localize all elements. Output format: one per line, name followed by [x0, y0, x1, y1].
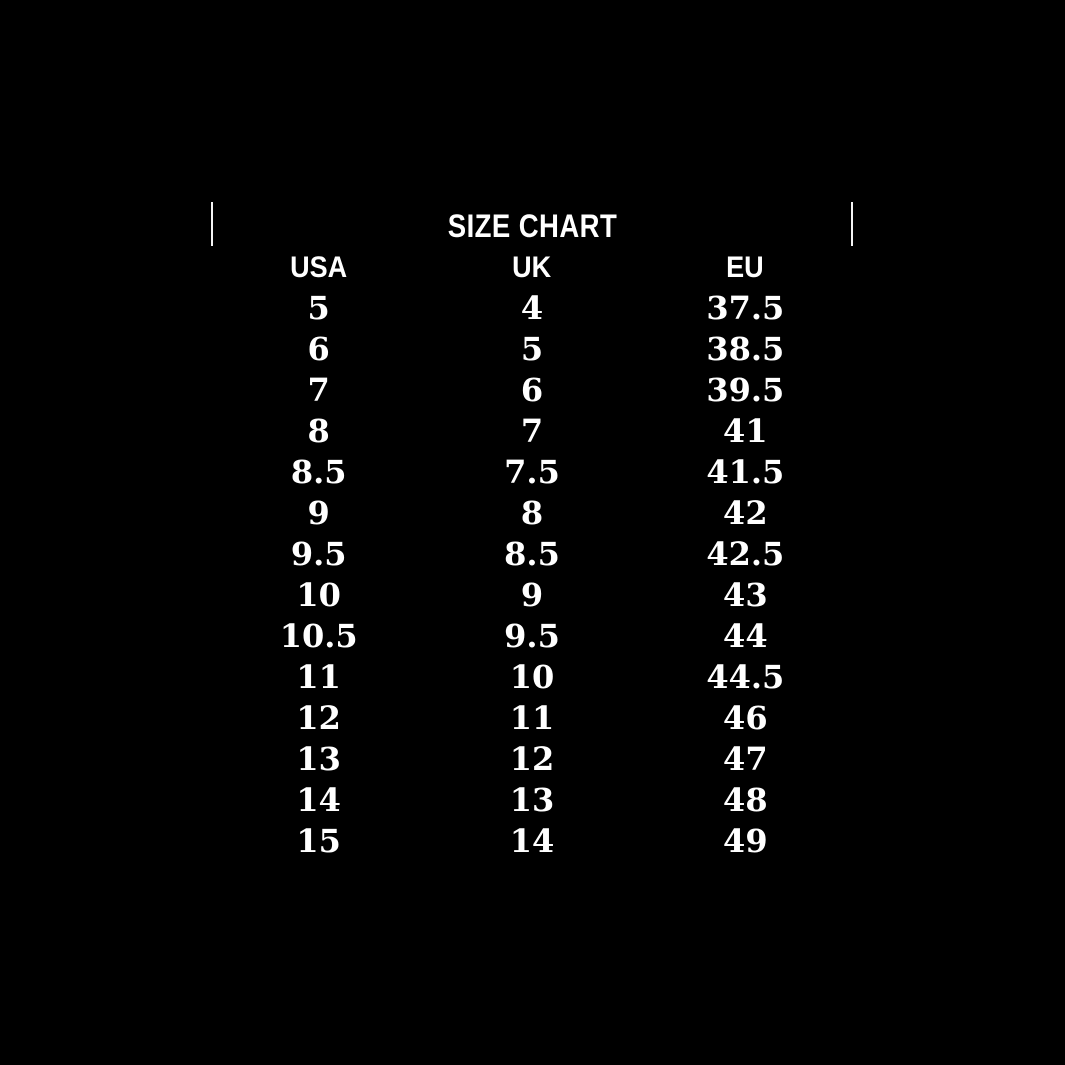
- chart-title-text: SIZE CHART: [447, 208, 617, 244]
- size-cell: 42: [723, 494, 768, 532]
- size-cell: 13: [509, 781, 555, 819]
- size-cell: 8.5: [290, 453, 347, 491]
- size-cell: 12: [509, 740, 555, 778]
- size-cell: 8: [520, 494, 544, 532]
- size-cell: 10: [296, 576, 341, 614]
- size-cell: 6: [307, 330, 330, 368]
- size-cell: 11: [509, 699, 555, 737]
- size-cell: 7: [307, 371, 330, 409]
- table-row: 12 11 46: [212, 698, 852, 739]
- size-cell: 44: [723, 617, 768, 655]
- size-cell: 37.5: [706, 289, 785, 327]
- size-cell: 13: [296, 740, 341, 778]
- size-cell: 9.5: [290, 535, 347, 573]
- table-row: 10 9 43: [212, 575, 852, 616]
- table-row: 6 5 38.5: [212, 329, 852, 370]
- size-cell: 6: [520, 371, 544, 409]
- size-cell: 14: [296, 781, 341, 819]
- table-header-row: USA UK EU: [212, 247, 852, 288]
- right-tick-mark: [851, 202, 853, 246]
- table-row: 14 13 48: [212, 780, 852, 821]
- table-row: 9.5 8.5 42.5: [212, 534, 852, 575]
- size-cell: 7.5: [504, 453, 560, 491]
- size-cell: 48: [723, 781, 768, 819]
- table-row: 5 4 37.5: [212, 288, 852, 329]
- column-header-eu-label: EU: [726, 251, 765, 284]
- table-row: 9 8 42: [212, 493, 852, 534]
- size-cell: 15: [296, 822, 341, 860]
- size-cell: 12: [296, 699, 341, 737]
- table-row: 8.5 7.5 41.5: [212, 452, 852, 493]
- table-row: 7 6 39.5: [212, 370, 852, 411]
- column-header-usa-label: USA: [290, 251, 348, 284]
- column-header-uk: UK: [425, 247, 638, 288]
- size-cell: 43: [723, 576, 768, 614]
- size-cell: 14: [509, 822, 555, 860]
- size-cell: 46: [723, 699, 768, 737]
- size-cell: 5: [520, 330, 544, 368]
- size-cell: 49: [723, 822, 768, 860]
- size-cell: 7: [520, 412, 544, 450]
- left-tick-mark: [211, 202, 213, 246]
- size-cell: 38.5: [706, 330, 785, 368]
- size-table-body: 5 4 37.5 6 5 38.5 7 6 39.5 8 7 41 8.5 7.5 41.5 9 8 42 9.5 8…: [212, 288, 852, 862]
- size-cell: 9: [520, 576, 544, 614]
- size-cell: 10: [509, 658, 555, 696]
- size-cell: 41.5: [706, 453, 785, 491]
- size-cell: 39.5: [706, 371, 785, 409]
- size-cell: 10.5: [279, 617, 358, 655]
- chart-title: SIZE CHART: [212, 206, 852, 247]
- size-cell: 9.5: [504, 617, 560, 655]
- column-header-uk-label: UK: [512, 251, 552, 284]
- table-row: 11 10 44.5: [212, 657, 852, 698]
- size-cell: 11: [296, 658, 341, 696]
- size-cell: 42.5: [706, 535, 785, 573]
- size-cell: 8: [307, 412, 330, 450]
- size-cell: 47: [723, 740, 768, 778]
- size-cell: 41: [723, 412, 768, 450]
- size-cell: 9: [307, 494, 330, 532]
- table-row: 10.5 9.5 44: [212, 616, 852, 657]
- size-cell: 5: [307, 289, 330, 327]
- size-cell: 8.5: [504, 535, 560, 573]
- size-chart-block: SIZE CHART USA UK EU 5 4 37.5 6 5 38.5 7 6 39.5 8…: [212, 206, 852, 862]
- table-row: 8 7 41: [212, 411, 852, 452]
- size-cell: 44.5: [706, 658, 785, 696]
- column-header-eu: EU: [639, 247, 852, 288]
- column-header-usa: USA: [212, 247, 425, 288]
- size-cell: 4: [520, 289, 544, 327]
- table-row: 13 12 47: [212, 739, 852, 780]
- table-row: 15 14 49: [212, 821, 852, 862]
